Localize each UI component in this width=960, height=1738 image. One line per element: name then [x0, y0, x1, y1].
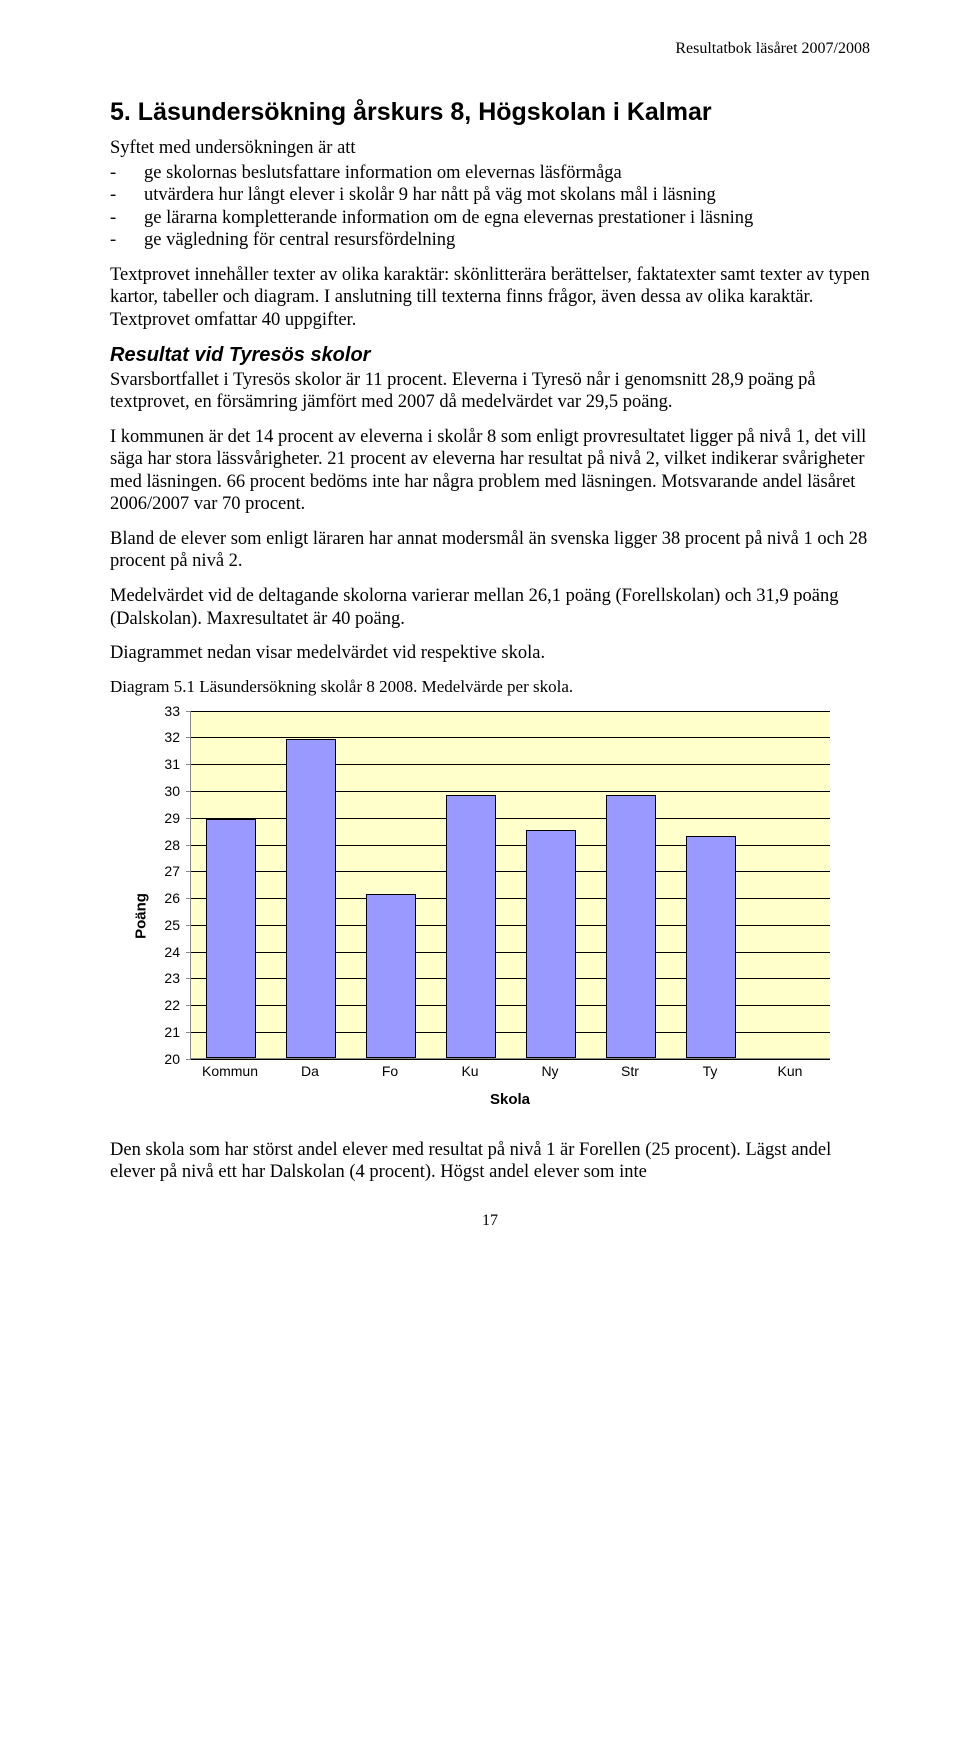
paragraph: Den skola som har störst andel elever me…: [110, 1139, 870, 1184]
page-number: 17: [110, 1212, 870, 1230]
subsection-title: Resultat vid Tyresös skolor: [110, 344, 870, 367]
section-title: 5. Läsundersökning årskurs 8, Högskolan …: [110, 98, 870, 127]
chart-xlabel: Skola: [190, 1091, 830, 1108]
bullet-list: -ge skolornas beslutsfattare information…: [110, 162, 870, 252]
chart-yticks: 2021222324252627282930313233: [146, 711, 186, 1059]
paragraph: Textprovet innehåller texter av olika ka…: [110, 264, 870, 332]
bullet-item: -utvärdera hur långt elever i skolår 9 h…: [110, 184, 870, 207]
paragraph: Svarsbortfallet i Tyresös skolor är 11 p…: [110, 369, 870, 414]
bullet-item: -ge skolornas beslutsfattare information…: [110, 162, 870, 185]
bullet-item: -ge lärarna kompletterande information o…: [110, 207, 870, 230]
chart-plot-area: [190, 711, 830, 1059]
chart-caption: Diagram 5.1 Läsundersökning skolår 8 200…: [110, 677, 870, 697]
bar-chart: Poäng 2021222324252627282930313233 Kommu…: [120, 711, 840, 1121]
paragraph: Diagrammet nedan visar medelvärdet vid r…: [110, 642, 870, 665]
chart-xticks: KommunDaFoKuNyStrTyKun: [190, 1063, 830, 1083]
bullet-item: -ge vägledning för central resursfördeln…: [110, 229, 870, 252]
paragraph: Bland de elever som enligt läraren har a…: [110, 528, 870, 573]
intro-text: Syftet med undersökningen är att: [110, 137, 870, 160]
doc-header: Resultatbok läsåret 2007/2008: [110, 40, 870, 58]
paragraph: I kommunen är det 14 procent av eleverna…: [110, 426, 870, 516]
paragraph: Medelvärdet vid de deltagande skolorna v…: [110, 585, 870, 630]
